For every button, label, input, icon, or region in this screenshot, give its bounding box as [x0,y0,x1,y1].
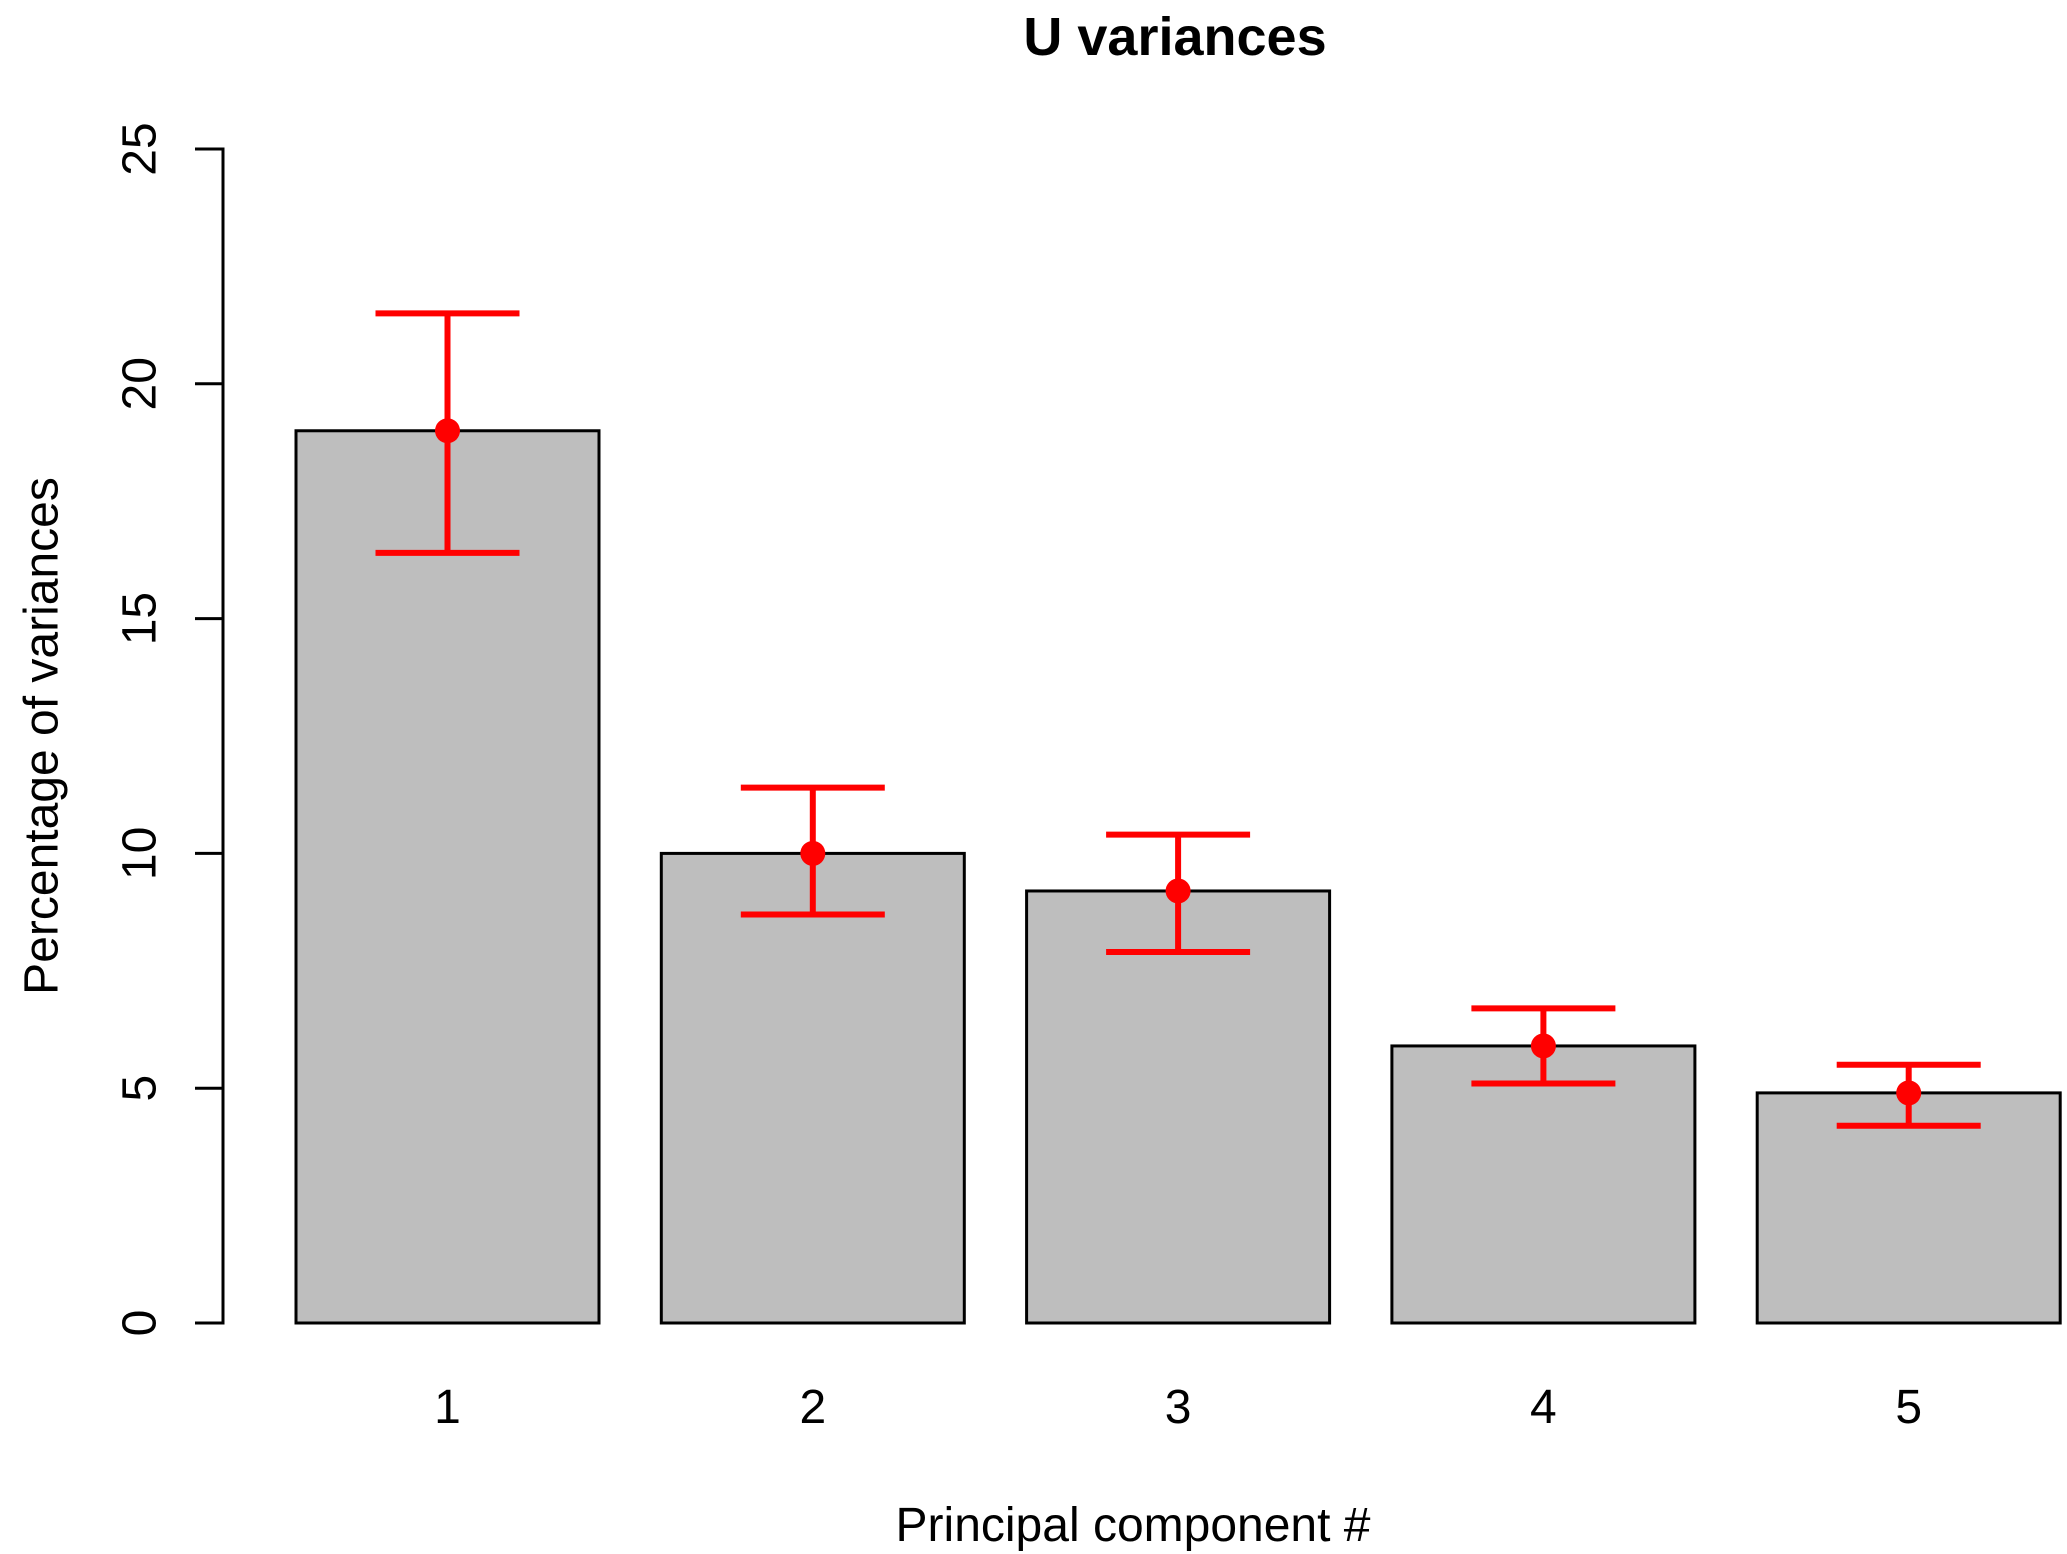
data-point [1165,878,1191,904]
data-point [1530,1033,1556,1059]
y-tick-label: 5 [114,1075,167,1102]
bar [1025,889,1332,1325]
bar [659,851,966,1325]
y-tick-label: 15 [114,592,167,645]
data-point [435,418,460,444]
bar [294,429,601,1325]
data-point [800,840,826,866]
y-tick-label: 10 [114,827,167,880]
bar [1755,1091,2062,1325]
x-axis-title: Principal component # [895,1499,1371,1552]
x-category-label: 3 [1165,1381,1192,1434]
x-category-label: 4 [1530,1381,1557,1434]
data-point [1896,1080,1922,1106]
x-category-label: 5 [1895,1381,1922,1434]
x-category-label: 1 [434,1381,461,1434]
bar [1390,1044,1697,1325]
y-tick-label: 25 [114,122,167,175]
y-tick-label: 0 [114,1310,167,1337]
chart-title: U variances [1023,7,1327,67]
x-category-label: 2 [799,1381,826,1434]
y-tick-label: 20 [114,357,167,410]
